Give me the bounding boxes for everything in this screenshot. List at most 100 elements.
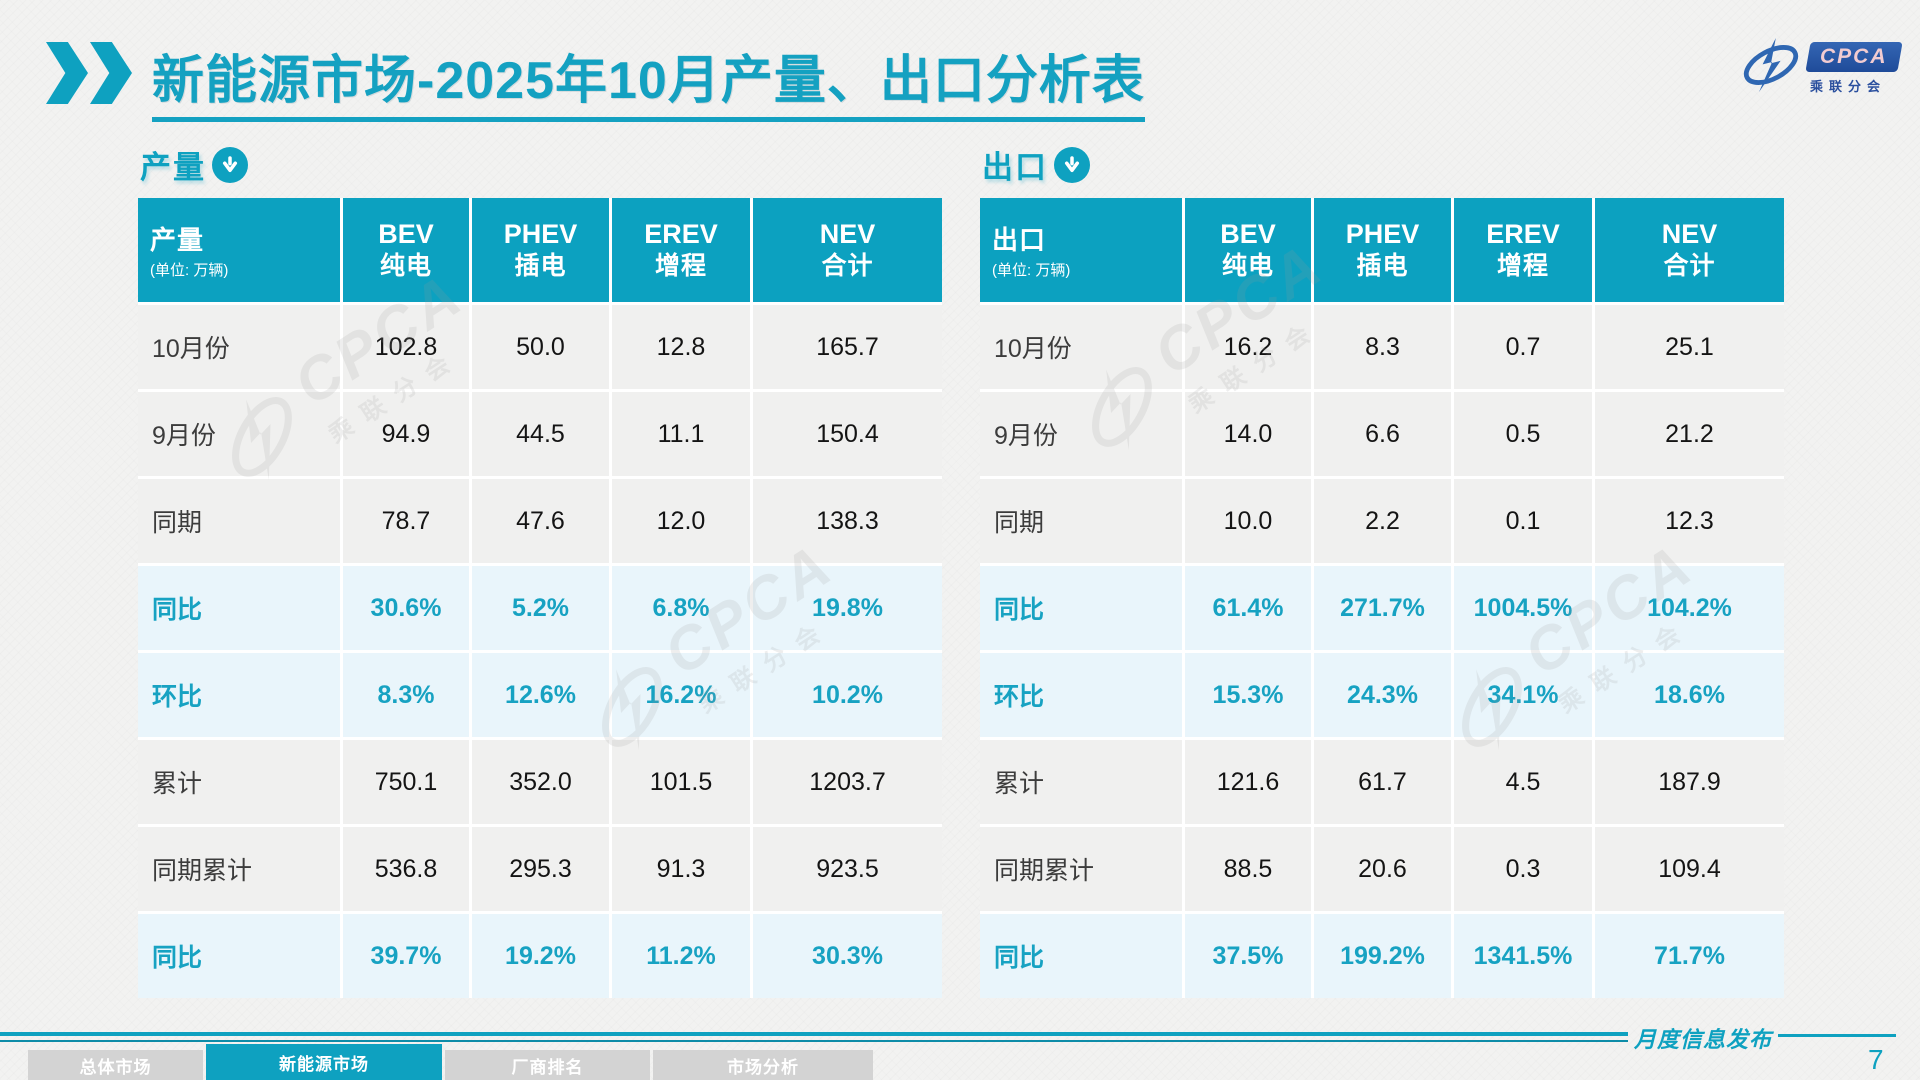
value-cell: 18.6%	[1595, 653, 1784, 737]
value-cell: 150.4	[753, 392, 942, 476]
column-header-en: EREV	[1486, 218, 1560, 249]
column-header-en: NEV	[1661, 218, 1718, 249]
value-cell: 10.2%	[753, 653, 942, 737]
column-header-en: BEV	[378, 218, 434, 249]
column-header-en: PHEV	[503, 218, 578, 249]
value-cell: 24.3%	[1314, 653, 1451, 737]
value-cell: 352.0	[472, 740, 609, 824]
column-header-cn: 合计	[821, 252, 874, 281]
row-label: 同期	[980, 479, 1182, 563]
value-cell: 12.6%	[472, 653, 609, 737]
column-header-cn: 插电	[514, 252, 567, 281]
value-cell: 50.0	[472, 305, 609, 389]
column-header-cn: 纯电	[379, 252, 432, 281]
row-label: 同期累计	[138, 827, 340, 911]
export-table: 出口 (单位: 万辆) BEV 纯电 PHEV 插电 EREV 增程 NEV 合计 10月份 16.2…	[980, 198, 1784, 998]
value-cell: 34.1%	[1454, 653, 1592, 737]
cpca-logo-badge: CPCA	[1805, 42, 1903, 72]
column-header-cn: 合计	[1663, 252, 1716, 281]
value-cell: 19.8%	[753, 566, 942, 650]
value-cell: 109.4	[1595, 827, 1784, 911]
page-title: 新能源市场-2025年10月产量、出口分析表	[152, 38, 1145, 122]
corner-label: 出口	[992, 225, 1047, 255]
value-cell: 94.9	[343, 392, 469, 476]
value-cell: 78.7	[343, 479, 469, 563]
column-header-erev: EREV 增程	[1454, 198, 1592, 302]
value-cell: 271.7%	[1314, 566, 1451, 650]
row-label: 同比	[980, 914, 1182, 998]
tab-overall-market[interactable]: 总体市场	[28, 1050, 203, 1080]
value-cell: 8.3%	[343, 653, 469, 737]
row-label: 10月份	[138, 305, 340, 389]
row-label: 9月份	[980, 392, 1182, 476]
tab-manufacturer-ranking[interactable]: 厂商排名	[445, 1050, 650, 1080]
value-cell: 0.3	[1454, 827, 1592, 911]
title-chevron-icon	[46, 42, 142, 104]
value-cell: 19.2%	[472, 914, 609, 998]
row-label: 同期	[138, 479, 340, 563]
value-cell: 4.5	[1454, 740, 1592, 824]
footer-rule-thin	[0, 1040, 1628, 1042]
cpca-logo-text: CPCA	[1820, 45, 1888, 68]
tab-market-analysis[interactable]: 市场分析	[653, 1050, 873, 1080]
value-cell: 101.5	[612, 740, 750, 824]
value-cell: 6.8%	[612, 566, 750, 650]
column-header-bev: BEV 纯电	[1185, 198, 1311, 302]
value-cell: 11.1	[612, 392, 750, 476]
column-header-bev: BEV 纯电	[343, 198, 469, 302]
column-header-nev: NEV 合计	[753, 198, 942, 302]
value-cell: 0.5	[1454, 392, 1592, 476]
value-cell: 71.7%	[1595, 914, 1784, 998]
publication-label: 月度信息发布	[1633, 1027, 1772, 1053]
value-cell: 20.6	[1314, 827, 1451, 911]
row-label: 累计	[138, 740, 340, 824]
column-header-nev: NEV 合计	[1595, 198, 1784, 302]
value-cell: 91.3	[612, 827, 750, 911]
down-arrow-icon	[1054, 146, 1090, 183]
value-cell: 923.5	[753, 827, 942, 911]
export-section-label: 出口	[982, 142, 1090, 187]
value-cell: 12.0	[612, 479, 750, 563]
value-cell: 61.4%	[1185, 566, 1311, 650]
value-cell: 88.5	[1185, 827, 1311, 911]
value-cell: 5.2%	[472, 566, 609, 650]
footer-rule-right	[1778, 1034, 1896, 1037]
value-cell: 61.7	[1314, 740, 1451, 824]
cpca-swoosh-icon	[1743, 38, 1799, 92]
row-label: 同比	[138, 566, 340, 650]
row-label: 同比	[980, 566, 1182, 650]
production-table: 产量 (单位: 万辆) BEV 纯电 PHEV 插电 EREV 增程 NEV 合计 10月份 102.…	[138, 198, 942, 998]
value-cell: 0.1	[1454, 479, 1592, 563]
unit-note: (单位: 万辆)	[150, 262, 229, 279]
value-cell: 1203.7	[753, 740, 942, 824]
row-label: 同期累计	[980, 827, 1182, 911]
table-corner-header: 出口 (单位: 万辆)	[980, 198, 1182, 302]
value-cell: 0.7	[1454, 305, 1592, 389]
value-cell: 14.0	[1185, 392, 1311, 476]
value-cell: 39.7%	[343, 914, 469, 998]
row-label: 10月份	[980, 305, 1182, 389]
value-cell: 12.8	[612, 305, 750, 389]
value-cell: 25.1	[1595, 305, 1784, 389]
table-corner-header: 产量 (单位: 万辆)	[138, 198, 340, 302]
corner-label: 产量	[150, 225, 205, 255]
row-label: 环比	[138, 653, 340, 737]
value-cell: 16.2%	[612, 653, 750, 737]
down-arrow-icon	[212, 146, 248, 183]
column-header-en: NEV	[819, 218, 876, 249]
value-cell: 121.6	[1185, 740, 1311, 824]
value-cell: 12.3	[1595, 479, 1784, 563]
tab-nev-market[interactable]: 新能源市场	[206, 1044, 442, 1080]
column-header-erev: EREV 增程	[612, 198, 750, 302]
cpca-logo-subtitle: 乘联分会	[1810, 79, 1887, 94]
export-section-title: 出口	[982, 150, 1048, 185]
production-section-title: 产量	[140, 150, 206, 185]
column-header-cn: 增程	[1496, 252, 1549, 281]
footer-rule-main	[0, 1032, 1628, 1036]
column-header-en: EREV	[644, 218, 718, 249]
value-cell: 30.3%	[753, 914, 942, 998]
column-header-en: PHEV	[1345, 218, 1420, 249]
value-cell: 138.3	[753, 479, 942, 563]
column-header-cn: 纯电	[1221, 252, 1274, 281]
row-label: 累计	[980, 740, 1182, 824]
